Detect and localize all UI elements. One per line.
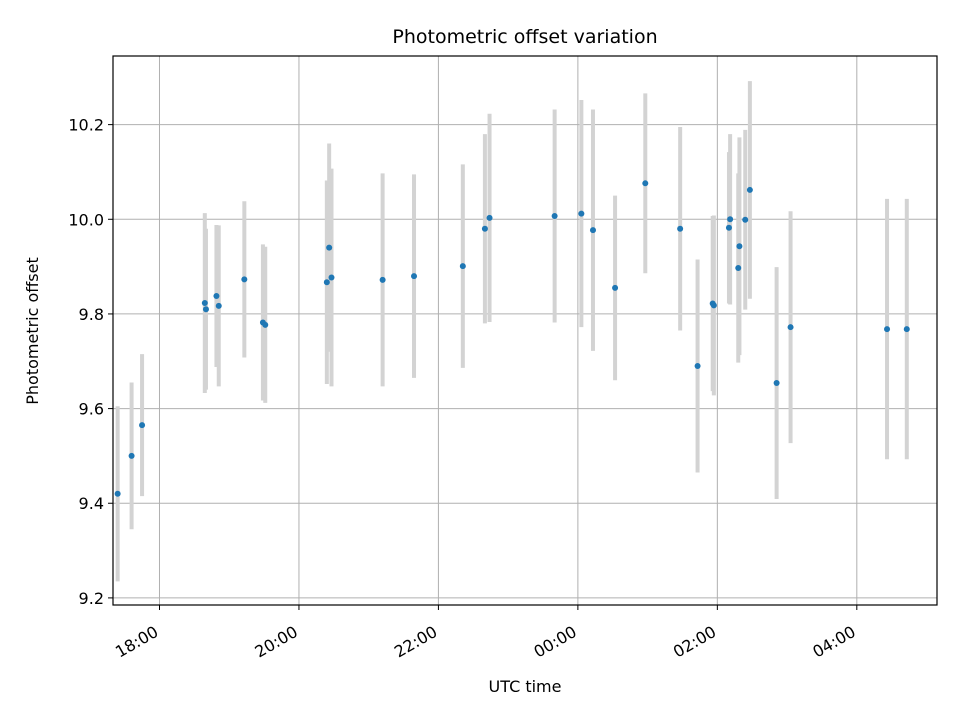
data-point <box>746 186 753 193</box>
data-point <box>486 214 493 221</box>
y-gridlines <box>113 124 937 599</box>
y-axis-ticks: 9.2 9.4 9.6 9.8 10.0 10.2 <box>68 116 113 608</box>
data-point <box>215 302 222 309</box>
data-point <box>578 210 585 217</box>
data-point <box>773 380 780 387</box>
data-point <box>642 180 649 187</box>
data-point <box>114 490 121 497</box>
data-point <box>379 276 386 283</box>
data-point <box>551 212 558 219</box>
data-point <box>201 300 208 307</box>
plot-frame <box>112 55 938 606</box>
data-point <box>787 324 794 331</box>
data-points <box>114 180 910 497</box>
x-axis-label: UTC time <box>489 677 562 696</box>
data-point <box>262 321 269 328</box>
y-axis-label: Photometric offset <box>23 257 42 405</box>
y-tick-label: 10.0 <box>68 210 104 229</box>
data-point <box>411 273 418 280</box>
data-point <box>326 244 333 251</box>
data-point <box>328 274 335 281</box>
data-point <box>202 306 209 313</box>
data-point <box>725 224 732 231</box>
y-tick-label: 10.2 <box>68 116 104 135</box>
data-point <box>710 302 717 309</box>
data-point <box>727 216 734 223</box>
chart-title: Photometric offset variation <box>392 26 657 48</box>
y-tick-label: 9.2 <box>79 589 104 608</box>
data-point <box>884 326 891 333</box>
data-point <box>903 326 910 333</box>
data-point <box>459 263 466 270</box>
data-point <box>241 276 248 283</box>
data-point <box>694 362 701 369</box>
data-point <box>323 279 330 286</box>
data-point <box>736 243 743 250</box>
data-point <box>742 216 749 223</box>
data-point <box>589 227 596 234</box>
data-point <box>481 225 488 232</box>
y-tick-label: 9.6 <box>79 400 104 419</box>
x-gridlines <box>158 56 858 605</box>
y-tick-label: 9.8 <box>79 305 104 324</box>
data-point <box>735 265 742 272</box>
data-point <box>677 225 684 232</box>
data-point <box>139 422 146 429</box>
data-point <box>213 292 220 299</box>
data-point <box>128 452 135 459</box>
data-point <box>612 284 619 291</box>
y-tick-label: 9.4 <box>79 494 104 513</box>
